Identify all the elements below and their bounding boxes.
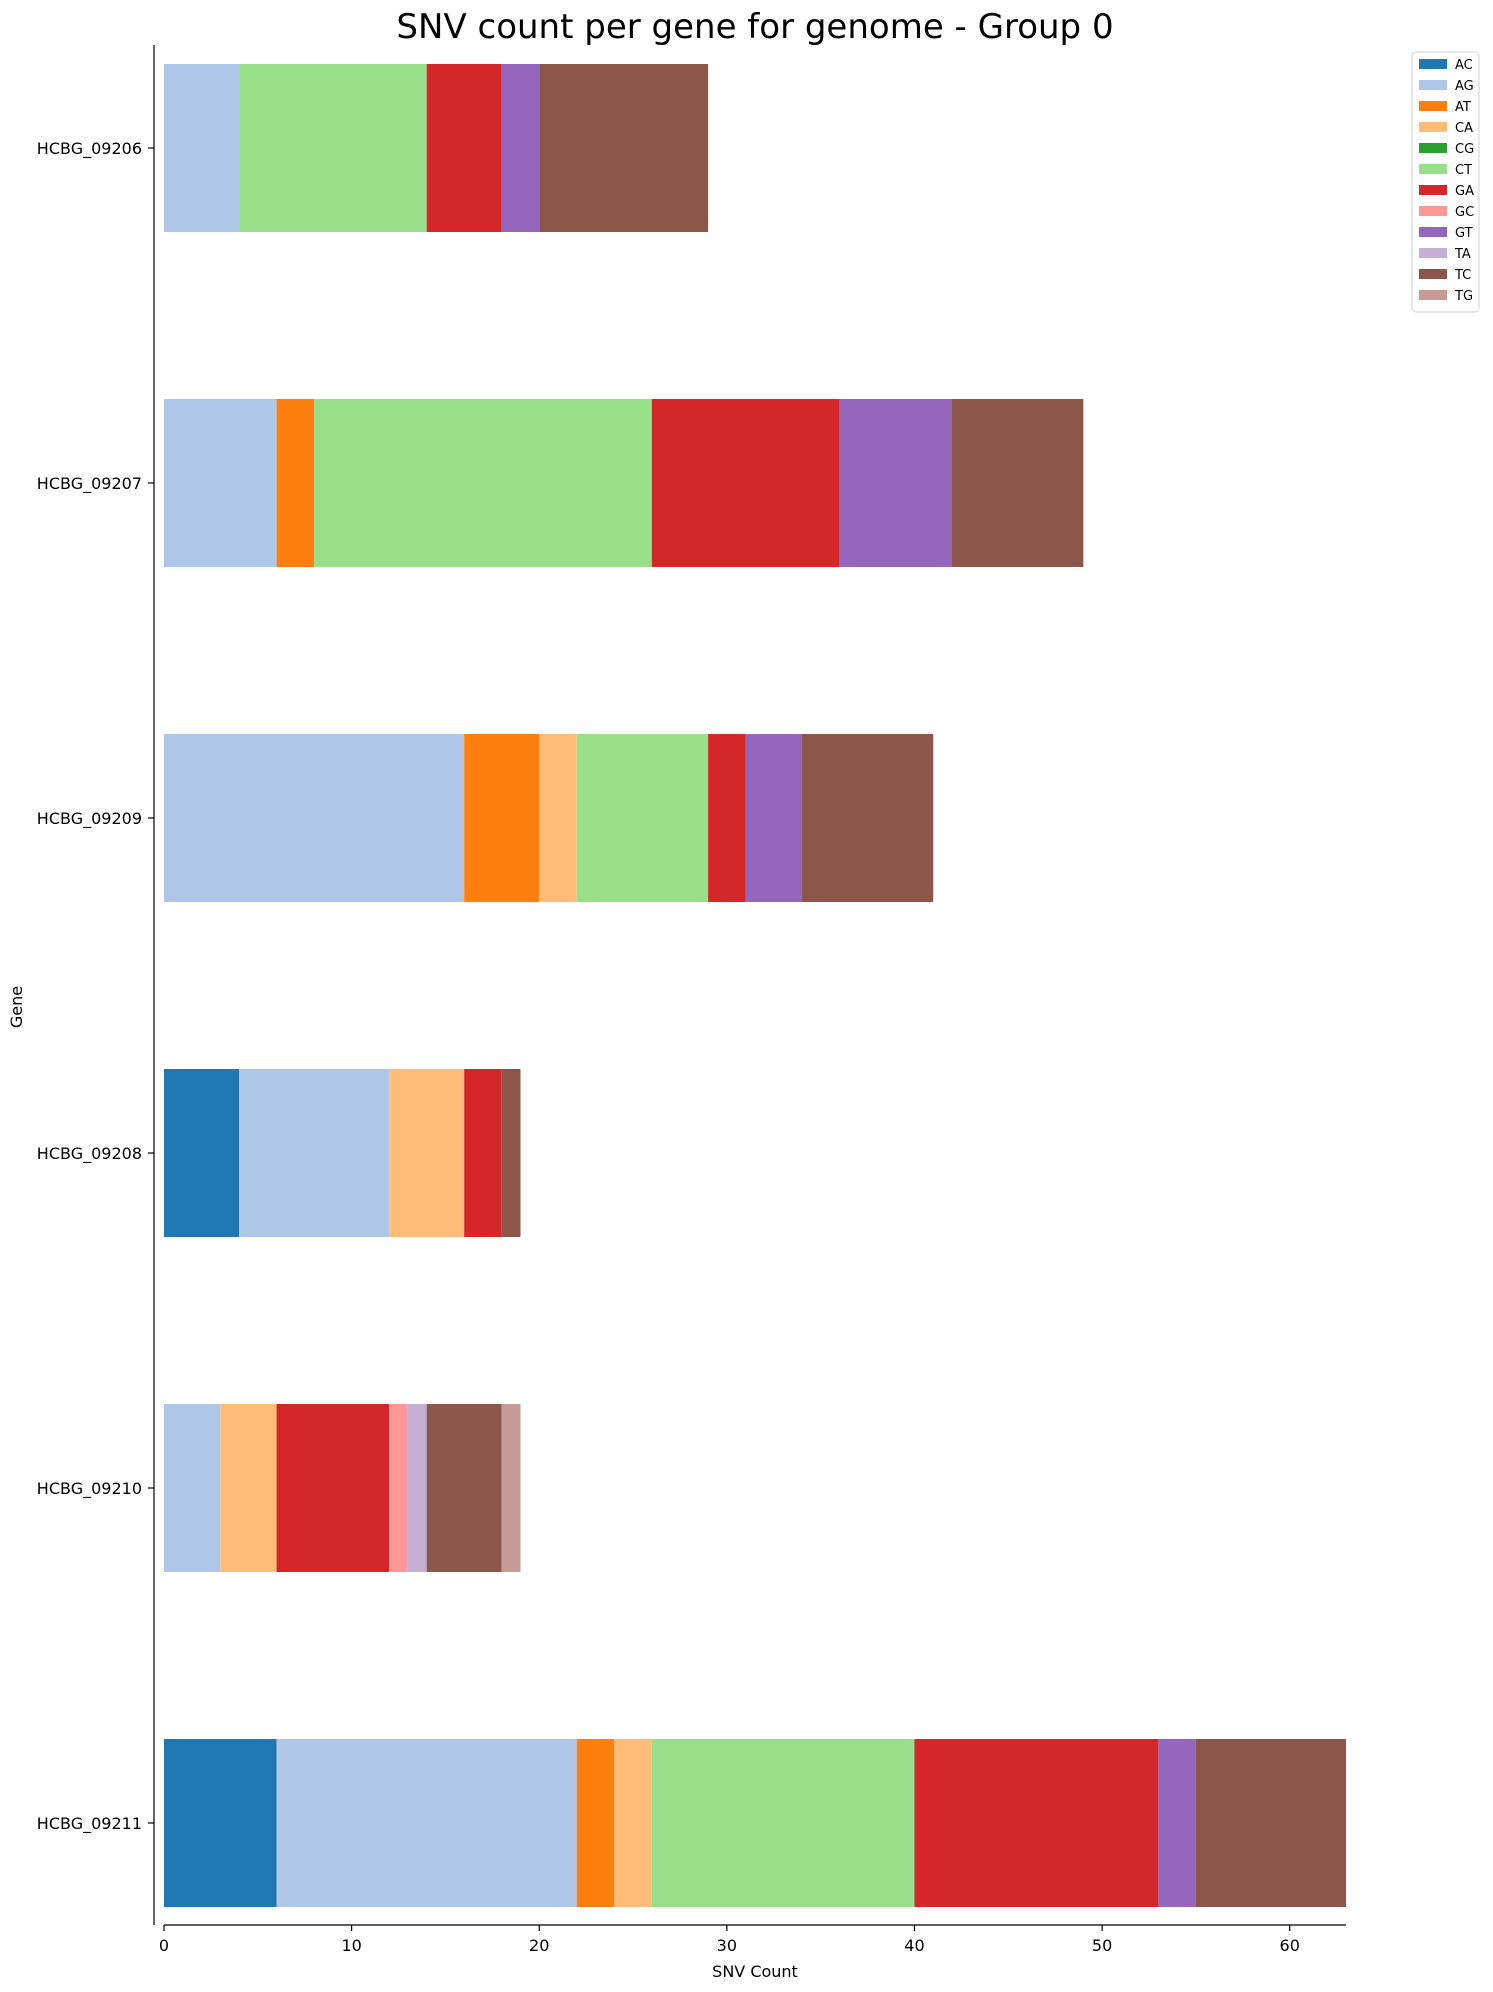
legend-label-tg: TG bbox=[1454, 289, 1473, 304]
legend-label-cg: CG bbox=[1455, 142, 1474, 157]
bar-hcbg-09207-at bbox=[276, 399, 315, 567]
x-tick-label: 20 bbox=[529, 1936, 549, 1955]
bar-hcbg-09211-at bbox=[576, 1739, 615, 1907]
x-tick-label: 30 bbox=[717, 1936, 737, 1955]
legend-swatch-tg bbox=[1419, 290, 1447, 300]
bar-hcbg-09209-ag bbox=[164, 734, 465, 902]
bar-hcbg-09211-gt bbox=[1158, 1739, 1196, 1907]
bar-hcbg-09207-gt bbox=[839, 399, 952, 567]
bar-hcbg-09209-ga bbox=[708, 734, 746, 902]
y-axis-label: Gene bbox=[7, 986, 26, 1028]
legend-label-ag: AG bbox=[1455, 79, 1474, 94]
bar-hcbg-09206-tc bbox=[539, 64, 709, 232]
y-tick-label: HCBG_09209 bbox=[37, 809, 142, 829]
legend-swatch-ct bbox=[1419, 164, 1447, 174]
bar-hcbg-09208-tc bbox=[501, 1069, 521, 1237]
bar-hcbg-09210-ca bbox=[220, 1404, 277, 1572]
bar-hcbg-09209-gt bbox=[745, 734, 802, 902]
bar-hcbg-09209-ct bbox=[576, 734, 709, 902]
bar-hcbg-09206-ag bbox=[164, 64, 240, 232]
bar-hcbg-09208-ca bbox=[389, 1069, 465, 1237]
legend-label-ac: AC bbox=[1455, 58, 1473, 73]
x-tick-label: 50 bbox=[1092, 1936, 1112, 1955]
bars-group bbox=[164, 64, 1346, 1907]
bar-hcbg-09206-ct bbox=[239, 64, 427, 232]
bar-hcbg-09211-ga bbox=[914, 1739, 1159, 1907]
legend-frame bbox=[1411, 51, 1480, 313]
bar-hcbg-09208-ag bbox=[239, 1069, 390, 1237]
legend-label-tc: TC bbox=[1454, 268, 1471, 283]
x-tick-label: 40 bbox=[904, 1936, 924, 1955]
chart-title: SNV count per gene for genome - Group 0 bbox=[396, 7, 1113, 47]
bar-hcbg-09209-ca bbox=[539, 734, 577, 902]
y-axis: HCBG_09206 HCBG_09207 HCBG_09209 HCBG_09208… bbox=[37, 45, 155, 1925]
x-axis: 0 10 20 30 40 50 60 bbox=[159, 1924, 1346, 1955]
legend-swatch-ac bbox=[1419, 59, 1447, 69]
bar-hcbg-09208-ga bbox=[464, 1069, 502, 1237]
x-tick-label: 60 bbox=[1280, 1936, 1300, 1955]
bar-hcbg-09208-ac bbox=[164, 1069, 240, 1237]
legend-label-gc: GC bbox=[1455, 205, 1474, 220]
legend-label-gt: GT bbox=[1455, 226, 1473, 241]
bar-hcbg-09211-ca bbox=[614, 1739, 652, 1907]
bar-hcbg-09206-ga bbox=[426, 64, 502, 232]
bar-hcbg-09209-at bbox=[464, 734, 540, 902]
legend: AC AG AT CA CG CT GA GC GT TA TC TG bbox=[1411, 51, 1480, 313]
legend-label-ga: GA bbox=[1455, 184, 1474, 199]
bar-hcbg-09207-ga bbox=[651, 399, 840, 567]
bar-hcbg-09211-ac bbox=[164, 1739, 277, 1907]
bar-hcbg-09210-ag bbox=[164, 1404, 221, 1572]
bar-hcbg-09211-ag bbox=[276, 1739, 577, 1907]
bar-hcbg-09210-ta bbox=[407, 1404, 427, 1572]
bar-hcbg-09207-ag bbox=[164, 399, 277, 567]
bar-hcbg-09210-ga bbox=[276, 1404, 390, 1572]
bar-hcbg-09211-ct bbox=[651, 1739, 915, 1907]
x-tick-label: 0 bbox=[159, 1936, 169, 1955]
bar-hcbg-09207-ct bbox=[314, 399, 652, 567]
legend-swatch-ca bbox=[1419, 122, 1447, 132]
bar-hcbg-09211-tc bbox=[1195, 1739, 1346, 1907]
legend-swatch-ta bbox=[1419, 248, 1447, 258]
legend-swatch-at bbox=[1419, 101, 1447, 111]
y-tick-label: HCBG_09206 bbox=[37, 139, 142, 159]
legend-swatch-ag bbox=[1419, 80, 1447, 90]
y-tick-label: HCBG_09208 bbox=[37, 1144, 142, 1164]
legend-label-ca: CA bbox=[1455, 121, 1473, 136]
legend-swatch-tc bbox=[1419, 269, 1447, 279]
legend-swatch-ga bbox=[1419, 185, 1447, 195]
legend-label-ct: CT bbox=[1455, 163, 1472, 178]
x-tick-label: 10 bbox=[341, 1936, 361, 1955]
legend-swatch-cg bbox=[1419, 143, 1447, 153]
y-tick-label: HCBG_09211 bbox=[37, 1814, 142, 1834]
bar-hcbg-09206-gt bbox=[501, 64, 540, 232]
legend-swatch-gt bbox=[1419, 227, 1447, 237]
y-tick-label: HCBG_09207 bbox=[37, 474, 142, 494]
y-tick-label: HCBG_09210 bbox=[37, 1479, 142, 1499]
bar-hcbg-09210-tc bbox=[426, 1404, 502, 1572]
legend-label-at: AT bbox=[1455, 100, 1471, 115]
legend-label-ta: TA bbox=[1454, 247, 1471, 262]
bar-hcbg-09210-gc bbox=[389, 1404, 408, 1572]
legend-swatch-gc bbox=[1419, 206, 1447, 216]
bar-hcbg-09209-tc bbox=[801, 734, 934, 902]
bar-hcbg-09210-tg bbox=[501, 1404, 521, 1572]
x-axis-label: SNV Count bbox=[712, 1962, 798, 1981]
bar-hcbg-09207-tc bbox=[952, 399, 1084, 567]
